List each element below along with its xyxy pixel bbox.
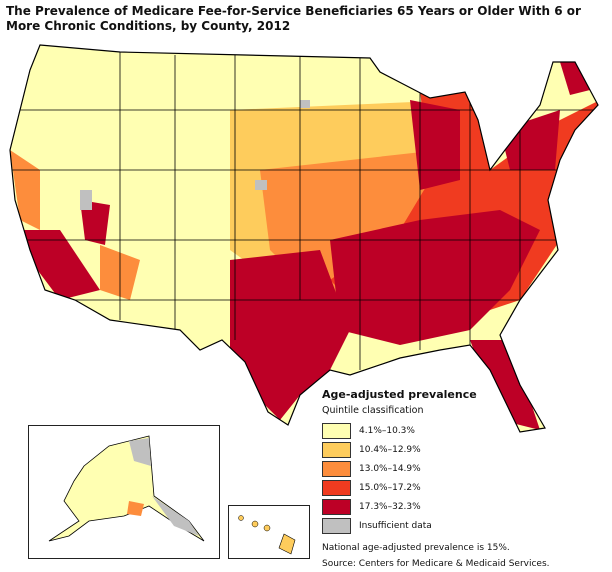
national-prevalence-note: National age-adjusted prevalence is 15%. <box>322 543 510 553</box>
legend-heading: Age-adjusted prevalence <box>322 388 477 401</box>
legend: Age-adjusted prevalence Quintile classif… <box>322 388 550 572</box>
state-borders <box>10 50 598 370</box>
legend-label: Insufficient data <box>359 520 432 531</box>
legend-subheading: Quintile classification <box>322 405 424 416</box>
alaska-inset <box>28 425 220 559</box>
legend-label: 10.4%–12.9% <box>359 444 421 455</box>
legend-swatch <box>322 441 351 458</box>
legend-item: Insufficient data <box>322 516 550 535</box>
map-title: The Prevalence of Medicare Fee-for-Servi… <box>6 4 581 33</box>
legend-swatch <box>322 422 351 439</box>
source-note: Source: Centers for Medicare & Medicaid … <box>322 559 550 569</box>
legend-item: 10.4%–12.9% <box>322 440 550 459</box>
legend-swatch <box>322 460 351 477</box>
legend-swatch <box>322 498 351 515</box>
legend-label: 13.0%–14.9% <box>359 463 421 474</box>
legend-item: 15.0%–17.2% <box>322 478 550 497</box>
legend-label: 17.3%–32.3% <box>359 501 421 512</box>
hawaii-inset <box>228 505 310 559</box>
legend-item: 4.1%–10.3% <box>322 421 550 440</box>
legend-swatch <box>322 517 351 534</box>
legend-label: 15.0%–17.2% <box>359 482 421 493</box>
legend-item: 17.3%–32.3% <box>322 497 550 516</box>
legend-swatch <box>322 479 351 496</box>
legend-label: 4.1%–10.3% <box>359 425 415 436</box>
legend-item: 13.0%–14.9% <box>322 459 550 478</box>
us-outline <box>9 44 599 433</box>
